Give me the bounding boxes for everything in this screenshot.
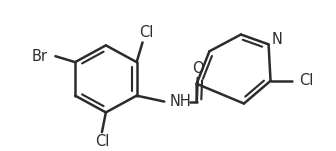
Text: Cl: Cl	[95, 135, 109, 149]
Text: Br: Br	[32, 49, 48, 64]
Text: N: N	[272, 32, 283, 47]
Text: Cl: Cl	[299, 73, 313, 88]
Text: Cl: Cl	[139, 25, 154, 40]
Text: NH: NH	[169, 94, 191, 109]
Text: O: O	[192, 61, 204, 76]
